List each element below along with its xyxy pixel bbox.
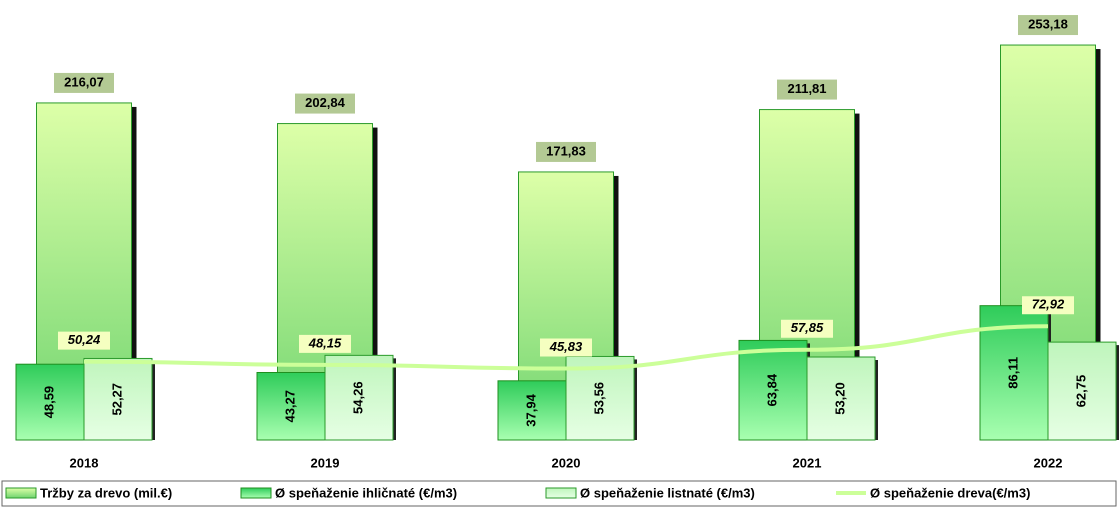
- bar: [738, 339, 808, 441]
- line-label-bg: [781, 319, 833, 338]
- value-label-bg: [54, 72, 114, 93]
- value-label: 37,94: [523, 393, 538, 426]
- legend-swatch: [5, 487, 37, 499]
- legend-label: Ø speňaženie listnaté (€/m3): [580, 485, 755, 500]
- line: [83, 324, 1049, 371]
- legend-label: Ø speňaženie dreva(€/m3): [870, 485, 1030, 500]
- x-tick-label: 2018: [70, 455, 99, 470]
- line-label: 48,15: [308, 335, 342, 350]
- line-label-bg: [1022, 296, 1074, 315]
- value-label: 202,84: [305, 95, 346, 110]
- value-label: 54,26: [350, 381, 365, 414]
- legend-swatch: [545, 487, 577, 499]
- line-label: 72,92: [1032, 297, 1065, 312]
- legend-swatch: [240, 487, 272, 499]
- value-label: 53,56: [591, 382, 606, 415]
- value-label-bg: [777, 79, 837, 100]
- bar: [256, 371, 326, 441]
- value-label: 253,18: [1028, 16, 1068, 31]
- value-label-bg: [1018, 15, 1078, 36]
- bar: [497, 380, 567, 441]
- value-label: 211,81: [787, 81, 826, 96]
- x-tick-label: 2019: [311, 455, 340, 470]
- value-label: 43,27: [282, 390, 297, 423]
- value-label: 86,11: [1005, 357, 1020, 389]
- bar: [83, 357, 153, 441]
- bar: [806, 356, 876, 441]
- bar: [1047, 341, 1117, 441]
- legend-label: Tržby za drevo (mil.€): [40, 485, 172, 500]
- line-label: 50,24: [68, 332, 101, 347]
- bar: [324, 354, 394, 441]
- line-label-bg: [299, 334, 351, 353]
- value-label: 52,27: [109, 383, 124, 416]
- value-label: 63,84: [764, 373, 779, 406]
- line-label: 45,83: [549, 339, 583, 354]
- x-tick-label: 2021: [793, 455, 822, 470]
- line-label-bg: [540, 338, 592, 357]
- bar: [15, 363, 85, 441]
- value-label: 48,59: [41, 386, 56, 419]
- value-label-bg: [536, 141, 596, 162]
- x-tick-label: 2020: [552, 455, 581, 470]
- value-label: 53,20: [832, 382, 847, 415]
- x-tick-label: 2022: [1034, 455, 1063, 470]
- legend-label: Ø speňaženie ihličnaté (€/m3): [275, 485, 457, 500]
- line-label: 57,85: [791, 320, 824, 335]
- value-label: 62,75: [1073, 375, 1088, 408]
- line-label-bg: [58, 331, 110, 350]
- value-label-bg: [295, 93, 355, 114]
- value-label: 216,07: [64, 74, 104, 89]
- value-label: 171,83: [546, 143, 586, 158]
